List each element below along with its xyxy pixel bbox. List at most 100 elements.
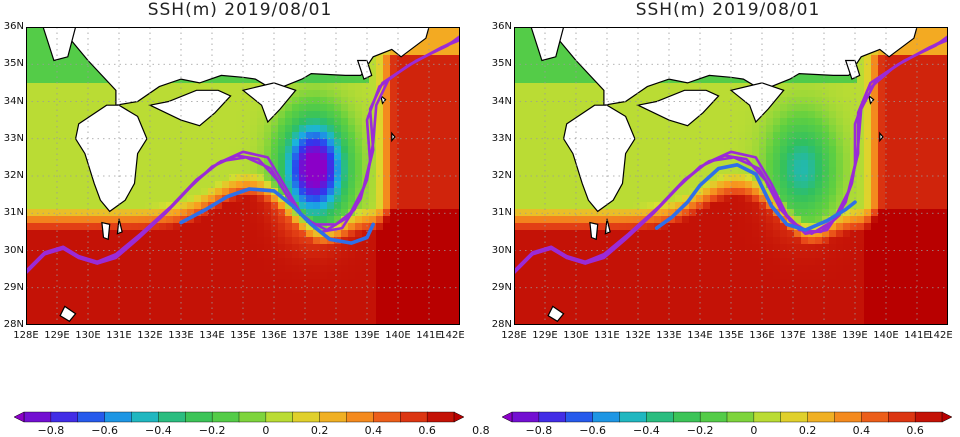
colorbar-segment — [620, 412, 647, 422]
lon-tick-label: 141E — [904, 330, 929, 341]
colorbar-tick-label: −0.2 — [199, 424, 226, 437]
lon-tick-label: 134E — [687, 330, 712, 341]
lat-tick-label: 34N — [0, 96, 24, 107]
ssh-map — [514, 27, 948, 325]
lon-tick-label: 128E — [501, 330, 526, 341]
colorbar-tick-label: −0.2 — [687, 424, 714, 437]
lat-tick-label: 35N — [0, 58, 24, 69]
colorbar-tick-label: 0.2 — [311, 424, 329, 437]
ssh-map-svg — [514, 27, 948, 325]
colorbar-segment — [646, 412, 673, 422]
colorbar-segment — [539, 412, 566, 422]
lat-tick-label: 30N — [488, 245, 512, 256]
lat-tick-label: 34N — [488, 96, 512, 107]
lon-tick-label: 131E — [594, 330, 619, 341]
colorbar-segment — [373, 412, 400, 422]
lon-tick-label: 137E — [780, 330, 805, 341]
colorbar-tick-label: −0.6 — [91, 424, 118, 437]
lon-tick-label: 136E — [261, 330, 286, 341]
lon-tick-label: 139E — [354, 330, 379, 341]
lon-tick-label: 132E — [625, 330, 650, 341]
ssh-map — [26, 27, 460, 325]
lon-tick-label: 138E — [811, 330, 836, 341]
colorbar-segment — [158, 412, 185, 422]
lat-tick-label: 28N — [488, 319, 512, 330]
lon-tick-label: 133E — [168, 330, 193, 341]
lon-tick-label: 135E — [230, 330, 255, 341]
lon-tick-label: 139E — [842, 330, 867, 341]
colorbar-segment — [239, 412, 266, 422]
lat-tick-label: 32N — [0, 170, 24, 181]
lon-tick-label: 128E — [13, 330, 38, 341]
colorbar-segment — [293, 412, 320, 422]
colorbar-segment — [861, 412, 888, 422]
colorbar-segment — [700, 412, 727, 422]
lat-tick-label: 29N — [488, 282, 512, 293]
colorbar-segment — [24, 412, 51, 422]
lon-tick-label: 133E — [656, 330, 681, 341]
colorbar-segment — [673, 412, 700, 422]
lon-tick-label: 134E — [199, 330, 224, 341]
lon-tick-label: 141E — [416, 330, 441, 341]
colorbar-bar — [14, 411, 464, 425]
colorbar-max-arrow — [454, 412, 464, 422]
lon-tick-label: 130E — [75, 330, 100, 341]
colorbar-tick-label: 0.6 — [906, 424, 924, 437]
colorbar-segment — [132, 412, 159, 422]
colorbar-segment — [808, 412, 835, 422]
colorbar-segment — [781, 412, 808, 422]
colorbar-tick-label: 0.4 — [365, 424, 383, 437]
colorbar-tick-label: 0.4 — [853, 424, 871, 437]
colorbar-tick-label: 0 — [262, 424, 269, 437]
lat-tick-label: 32N — [488, 170, 512, 181]
land-polygon — [102, 223, 110, 240]
colorbar-segment — [185, 412, 212, 422]
lon-tick-label: 140E — [873, 330, 898, 341]
lat-tick-label: 36N — [488, 21, 512, 32]
colorbar-segment — [727, 412, 754, 422]
lat-tick-label: 28N — [0, 319, 24, 330]
lon-tick-label: 132E — [137, 330, 162, 341]
colorbar-tick-label: 0.6 — [418, 424, 436, 437]
land-polygon — [590, 223, 598, 240]
colorbar-segment — [427, 412, 454, 422]
panel-title: SSH(m) 2019/08/01 — [0, 0, 480, 20]
lat-tick-label: 33N — [488, 133, 512, 144]
panel-title: SSH(m) 2019/08/01 — [488, 0, 960, 20]
colorbar-segment — [512, 412, 539, 422]
colorbar-tick-label: 0.2 — [799, 424, 817, 437]
colorbar-segment — [51, 412, 78, 422]
colorbar-tick-label: −0.6 — [579, 424, 606, 437]
lat-tick-label: 30N — [0, 245, 24, 256]
colorbar-tick-label: 0.8 — [472, 424, 490, 437]
colorbar-segment — [888, 412, 915, 422]
lat-tick-label: 29N — [0, 282, 24, 293]
colorbar-bar — [502, 411, 952, 425]
lon-tick-label: 138E — [323, 330, 348, 341]
lat-tick-label: 36N — [0, 21, 24, 32]
colorbar-segment — [266, 412, 293, 422]
colorbar: −0.8−0.6−0.4−0.200.20.40.60.8 — [502, 410, 952, 436]
lon-tick-label: 130E — [563, 330, 588, 341]
lon-tick-label: 135E — [718, 330, 743, 341]
colorbar-segment — [320, 412, 347, 422]
colorbar-segment — [593, 412, 620, 422]
lon-tick-label: 136E — [749, 330, 774, 341]
colorbar-min-arrow — [502, 412, 512, 422]
colorbar-tick-label: −0.4 — [633, 424, 660, 437]
lon-tick-label: 142E — [927, 330, 952, 341]
lat-tick-label: 35N — [488, 58, 512, 69]
colorbar-tick-label: 0 — [750, 424, 757, 437]
colorbar-segment — [566, 412, 593, 422]
colorbar-segment — [754, 412, 781, 422]
colorbar-min-arrow — [14, 412, 24, 422]
lon-tick-label: 140E — [385, 330, 410, 341]
lon-tick-label: 129E — [44, 330, 69, 341]
lat-tick-label: 31N — [0, 207, 24, 218]
colorbar-max-arrow — [942, 412, 952, 422]
colorbar-segment — [105, 412, 132, 422]
colorbar-tick-label: −0.8 — [38, 424, 65, 437]
